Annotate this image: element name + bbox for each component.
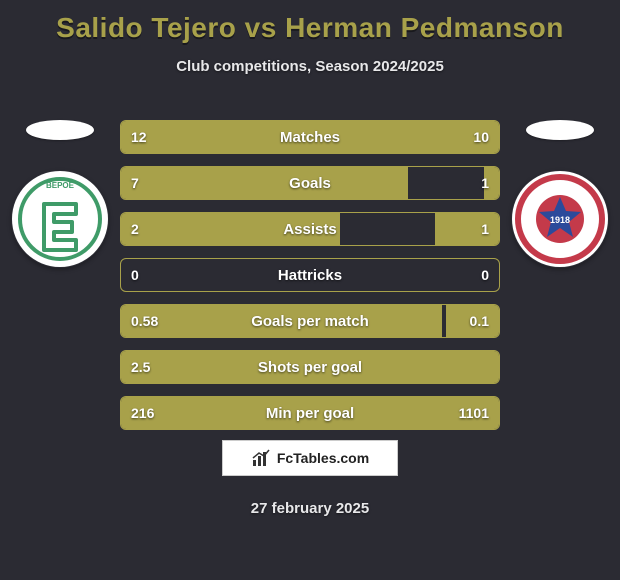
date-label: 27 february 2025 (0, 500, 620, 517)
stat-value-left: 216 (131, 397, 154, 429)
right-flag-placeholder (526, 120, 594, 140)
stat-row: Assists21 (120, 212, 500, 246)
stat-value-right: 0 (481, 259, 489, 291)
page-title: Salido Tejero vs Herman Pedmanson (0, 0, 620, 44)
stat-value-right: 1 (481, 213, 489, 245)
stat-row: Goals per match0.580.1 (120, 304, 500, 338)
stat-row: Shots per goal2.5 (120, 350, 500, 384)
stat-row: Goals71 (120, 166, 500, 200)
comparison-bars: Matches1210Goals71Assists21Hattricks00Go… (120, 120, 500, 442)
left-team-zone: BEPOE (0, 120, 120, 268)
bar-fill-right (435, 213, 499, 245)
bar-fill-left (121, 167, 408, 199)
stat-value-left: 0 (131, 259, 139, 291)
stat-row: Matches1210 (120, 120, 500, 154)
stat-value-left: 7 (131, 167, 139, 199)
stat-value-left: 0.58 (131, 305, 158, 337)
right-badge-text: 1918 (550, 215, 570, 225)
stat-value-right: 0.1 (470, 305, 489, 337)
stat-value-left: 2 (131, 213, 139, 245)
stat-row: Hattricks0 0 (120, 258, 500, 292)
stat-value-right: 1101 (459, 397, 489, 429)
stat-value-right: 10 (473, 121, 489, 153)
bar-fill-left (121, 351, 499, 383)
right-club-badge: 1918 (511, 170, 609, 268)
right-badge-svg: 1918 (511, 170, 609, 268)
left-flag-placeholder (26, 120, 94, 140)
bar-fill-left (121, 305, 442, 337)
stat-value-left: 12 (131, 121, 147, 153)
stat-value-left: 2.5 (131, 351, 150, 383)
bar-fill-left (121, 213, 340, 245)
stat-label: Hattricks (121, 259, 499, 291)
subtitle: Club competitions, Season 2024/2025 (0, 58, 620, 75)
right-team-zone: 1918 (500, 120, 620, 268)
bar-fill-right (183, 397, 499, 429)
chart-icon (251, 448, 271, 468)
left-badge-svg: BEPOE (11, 170, 109, 268)
stat-row: Min per goal2161101 (120, 396, 500, 430)
left-badge-text: BEPOE (46, 181, 75, 190)
bar-fill-left (121, 121, 327, 153)
left-club-badge: BEPOE (11, 170, 109, 268)
brand-badge[interactable]: FcTables.com (222, 440, 398, 476)
brand-text: FcTables.com (277, 450, 369, 466)
stat-value-right: 1 (481, 167, 489, 199)
